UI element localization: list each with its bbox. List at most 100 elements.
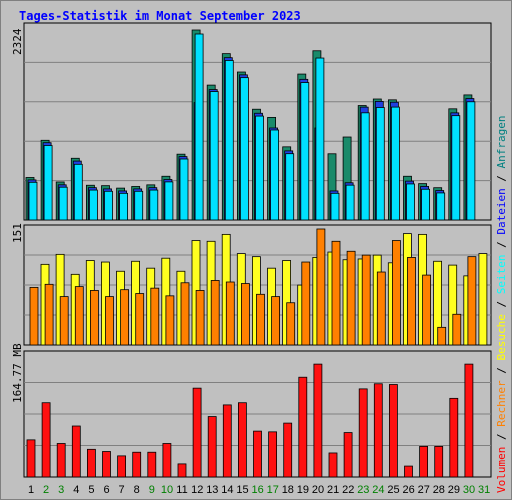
rechner-bar [286,302,296,346]
seiten-bar [73,163,83,221]
rechner-bar [240,283,250,346]
x-tick-label: 18 [281,484,294,496]
x-tick-label: 13 [206,484,219,496]
x-tick-label: 11 [176,484,188,496]
volumen-bar [26,439,36,478]
legend-separator: / [495,426,508,447]
legend: Volumen / Rechner / Besuche / Seiten / D… [495,115,508,493]
rechner-bar [437,326,447,346]
x-tick-label: 16 [251,484,264,496]
x-tick-label: 21 [327,484,340,496]
seiten-bar [43,145,53,221]
rechner-bar [120,289,129,346]
seiten-bar [89,189,98,221]
rechner-bar [29,286,39,346]
top-ytick-label: 2324 [11,28,24,56]
volumen-bar [268,431,278,478]
seiten-bar [330,192,340,221]
rechner-bar [256,293,265,346]
x-tick-label: 29 [447,484,461,496]
volumen-bar [56,443,66,478]
rechner-bar [452,313,462,346]
legend-separator: / [495,168,508,189]
x-tick-label: 7 [118,484,125,496]
seiten-bar [270,129,280,221]
x-tick-label: 1 [27,484,35,496]
seiten-bar [451,115,461,221]
seiten-bar [375,107,385,221]
rechner-bar [225,281,235,346]
x-tick-label: 20 [311,484,325,496]
middle-ytick-label: 151 [11,223,24,243]
volumen-bar [434,446,444,478]
x-tick-label: 19 [296,484,310,496]
seiten-bar [119,192,128,221]
volumen-bar [132,451,142,478]
seiten-bar [436,192,446,221]
legend-item: Volumen [495,446,508,493]
legend-item: Besuche [495,314,508,361]
rechner-bar [90,290,99,346]
x-tick-label: 4 [73,484,80,496]
rechner-bar [165,295,175,346]
volumen-bar [207,416,217,478]
volumen-bar [464,363,474,478]
volumen-bar [177,463,187,478]
volumen-bar [117,455,126,478]
legend-separator: / [495,234,508,255]
seiten-bar [194,33,204,221]
rechner-bar [316,228,326,346]
seiten-bar [149,189,159,221]
legend-item: Anfragen [495,115,508,169]
legend-item: Seiten [495,254,508,295]
rechner-bar [391,240,401,346]
besuche-bar [478,253,488,346]
volumen-bar [328,452,338,478]
rechner-bar [301,261,311,346]
x-tick-label: 25 [387,484,400,496]
legend-separator: / [495,360,508,381]
seiten-bar [209,91,219,221]
seiten-bar [104,190,113,221]
legend-item: Dateien [495,188,508,235]
volumen-bar [87,448,96,478]
seiten-bar [28,181,38,221]
volumen-bar [162,443,172,478]
seiten-bar [466,101,476,221]
legend-item: Rechner [495,380,508,427]
volumen-bar [102,451,111,478]
volumen-bar [192,387,202,478]
seiten-bar [179,158,189,221]
volumen-bar [283,422,293,478]
seiten-bar [406,183,415,221]
rechner-bar [59,296,69,346]
legend-separator: / [495,294,508,315]
x-tick-label: 10 [160,484,174,496]
x-tick-label: 9 [148,484,155,496]
seiten-bar [255,115,264,221]
x-tick-label: 26 [402,484,415,496]
seiten-bar [390,106,400,221]
rechner-bar [105,296,114,346]
rechner-bar [150,287,160,346]
rechner-bar [135,293,145,346]
rechner-bar [331,240,341,346]
seiten-bar [285,153,295,221]
x-tick-label: 22 [342,484,355,496]
volumen-bar [449,397,459,478]
x-tick-label: 3 [58,484,65,496]
seiten-bar [360,112,370,221]
volumen-bar [419,446,429,478]
chart-title: Tages-Statistik im Monat September 2023 [19,9,301,23]
x-tick-label: 23 [357,484,370,496]
volumen-bar [71,425,81,478]
seiten-bar [421,188,431,221]
bottom-ytick-label: 164.77 MB [11,343,24,403]
volumen-bar [404,465,413,478]
rechner-bar [210,280,220,346]
volumen-bar [358,388,368,478]
seiten-bar [239,77,249,221]
x-tick-label: 5 [88,484,95,496]
x-tick-label: 24 [372,484,385,496]
